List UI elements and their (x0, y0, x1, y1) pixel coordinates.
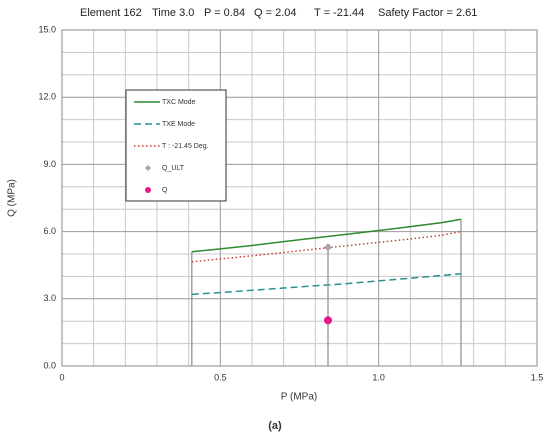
point (324, 316, 332, 325)
header-item: Safety Factor = 2.61 (378, 7, 477, 19)
line (191, 272, 462, 296)
header-item: T = -21.44 (314, 7, 364, 19)
line (191, 218, 462, 253)
header-item: Q = 2.04 (254, 7, 297, 19)
y-axis-label: Q (MPa) (7, 179, 18, 217)
y-tick-label: 12.0 (38, 92, 56, 102)
point (324, 243, 332, 252)
x-axis-label: P (MPa) (281, 392, 318, 403)
x-tick-label: 1.5 (531, 372, 544, 382)
header-item: Element 162 (80, 7, 142, 19)
x-tick-label: 0.5 (214, 372, 227, 382)
y-tick-label: 0.0 (43, 360, 56, 370)
y-tick-label: 3.0 (43, 293, 56, 303)
header: Element 162 Time 3.0 P = 0.84 Q = 2.04 T = -… (80, 7, 477, 19)
caption: (a) (268, 420, 282, 432)
y-tick-label: 6.0 (43, 226, 56, 236)
legend-label: Q_ULT (162, 165, 185, 172)
y-tick-label: 15.0 (38, 24, 56, 34)
legend-label: T : -21.45 Deg. (162, 143, 209, 150)
legend-label: TXE Mode (162, 121, 195, 128)
legend-label: Q (162, 187, 168, 194)
header-item: P = 0.84 (204, 7, 245, 19)
plot-frame (61, 29, 538, 367)
legend-marker (145, 165, 151, 171)
x-tick-label: 0 (59, 372, 64, 382)
legend-label: TXC Mode (162, 99, 196, 106)
header-item: Time 3.0 (152, 7, 194, 19)
y-tick-label: 9.0 (43, 159, 56, 169)
x-tick-label: 1.0 (372, 372, 385, 382)
legend-marker (145, 187, 151, 193)
